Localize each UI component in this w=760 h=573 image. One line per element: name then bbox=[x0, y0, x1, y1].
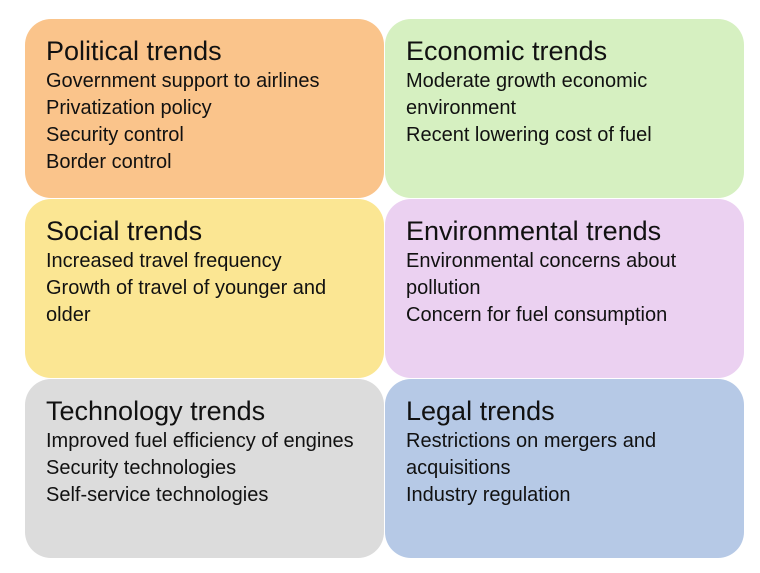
technology-trends-list: Improved fuel efficiency of engines Secu… bbox=[46, 428, 374, 509]
list-item: Self-service technologies bbox=[46, 484, 269, 506]
technology-trends-title: Technology trends bbox=[46, 396, 266, 426]
environmental-trends-box: Environmental trends Environmental conce… bbox=[385, 199, 744, 378]
technology-trends-box: Technology trends Improved fuel efficien… bbox=[25, 379, 384, 558]
legal-trends-box: Legal trends Restrictions on mergers and… bbox=[385, 379, 744, 558]
list-item: Environmental concerns about pollution bbox=[406, 250, 677, 299]
list-item: Concern for fuel consumption bbox=[406, 304, 668, 326]
environmental-trends-list: Environmental concerns about pollution C… bbox=[406, 248, 734, 329]
list-item: Moderate growth economic environment bbox=[406, 70, 648, 119]
environmental-trends-title: Environmental trends bbox=[406, 216, 662, 246]
list-item: Border control bbox=[46, 151, 172, 173]
list-item: Industry regulation bbox=[406, 484, 571, 506]
economic-trends-title: Economic trends bbox=[406, 36, 608, 66]
list-item: Growth of travel of younger and older bbox=[46, 277, 327, 326]
list-item: Improved fuel efficiency of engines bbox=[46, 430, 354, 452]
social-trends-box: Social trends Increased travel frequency… bbox=[25, 199, 384, 378]
pestel-grid: Political trends Government support to a… bbox=[25, 19, 744, 558]
list-item: Increased travel frequency bbox=[46, 250, 282, 272]
legal-trends-list: Restrictions on mergers and acquisitions… bbox=[406, 428, 734, 509]
list-item: Privatization policy bbox=[46, 97, 212, 119]
list-item: Security technologies bbox=[46, 457, 237, 479]
legal-trends-title: Legal trends bbox=[406, 396, 555, 426]
economic-trends-box: Economic trends Moderate growth economic… bbox=[385, 19, 744, 198]
economic-trends-list: Moderate growth economic environment Rec… bbox=[406, 68, 734, 149]
social-trends-title: Social trends bbox=[46, 216, 203, 246]
political-trends-title: Political trends bbox=[46, 36, 222, 66]
political-trends-list: Government support to airlines Privatiza… bbox=[46, 68, 374, 176]
list-item: Government support to airlines bbox=[46, 70, 320, 92]
political-trends-box: Political trends Government support to a… bbox=[25, 19, 384, 198]
list-item: Recent lowering cost of fuel bbox=[406, 124, 652, 146]
list-item: Restrictions on mergers and acquisitions bbox=[406, 430, 657, 479]
social-trends-list: Increased travel frequency Growth of tra… bbox=[46, 248, 374, 329]
list-item: Security control bbox=[46, 124, 184, 146]
